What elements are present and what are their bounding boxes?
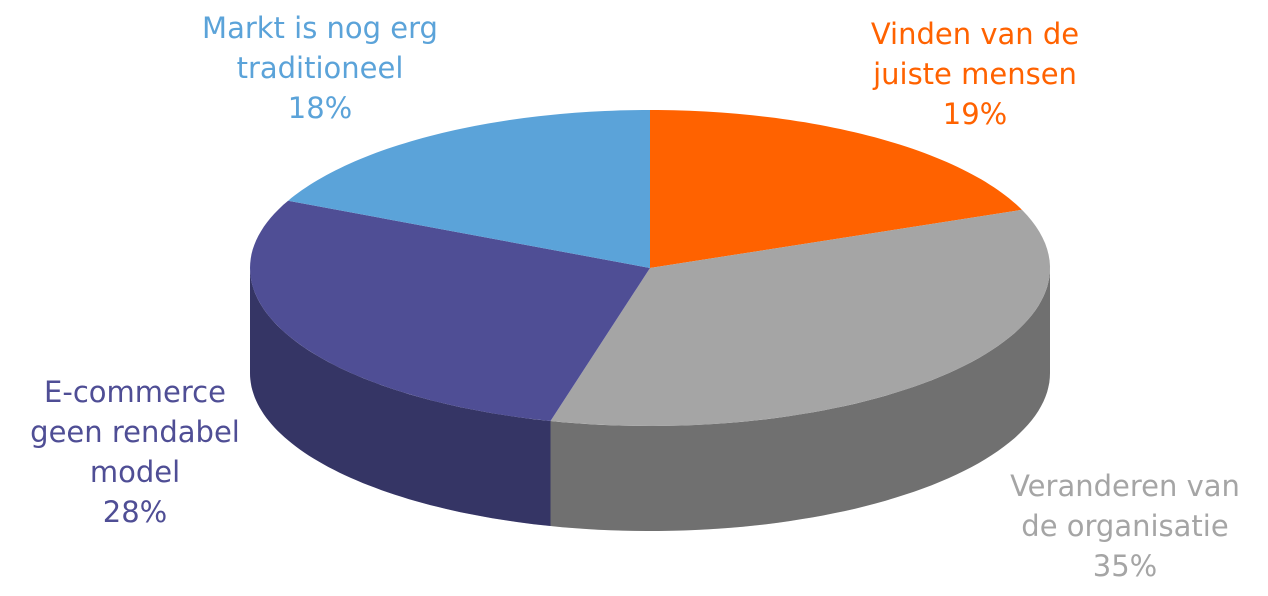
data-label: Veranderen van de organisatie 35% (990, 466, 1260, 586)
data-label: Markt is nog erg traditioneel 18% (170, 8, 470, 128)
slice-side-shade (250, 268, 551, 526)
slice-side (550, 268, 1050, 531)
data-label: E-commerce geen rendabel model 28% (15, 372, 255, 532)
slice-side-shade (550, 268, 1050, 531)
category-label: E-commerce geen rendabel model (30, 375, 240, 489)
value-label: 18% (287, 91, 353, 125)
slice (650, 110, 1022, 268)
value-label: 35% (1092, 549, 1158, 583)
slice (550, 209, 1050, 426)
category-label: Veranderen van de organisatie (1010, 469, 1240, 543)
data-label: Vinden van de juiste mensen 19% (840, 14, 1110, 134)
value-label: 19% (942, 97, 1008, 131)
category-label: Markt is nog erg traditioneel (202, 11, 438, 85)
value-label: 28% (102, 495, 168, 529)
slice (288, 110, 650, 268)
slice (250, 200, 650, 421)
category-label: Vinden van de juiste mensen (870, 17, 1080, 91)
slice-side (250, 268, 551, 526)
